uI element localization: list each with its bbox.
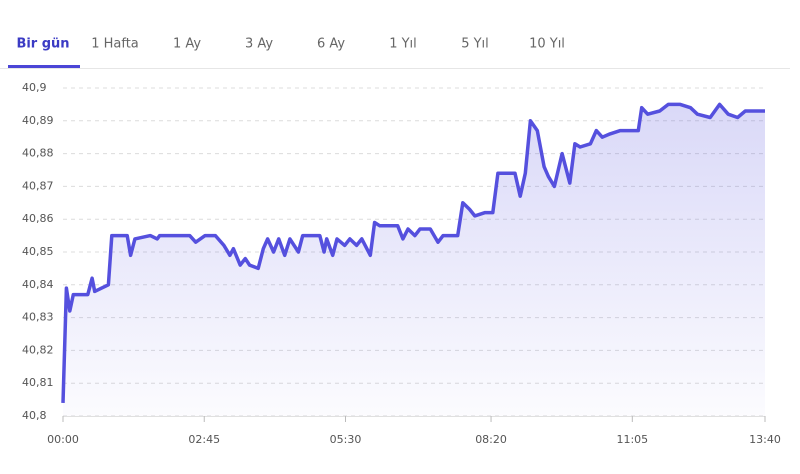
- x-tick-label: 11:05: [616, 433, 648, 446]
- y-tick-label: 40,86: [22, 212, 54, 225]
- line: [61, 102, 765, 403]
- active-tab-indicator: [8, 65, 80, 68]
- y-tick-label: 40,87: [22, 179, 54, 192]
- tab[interactable]: 1 Hafta: [91, 37, 139, 52]
- tab[interactable]: 1 Yıl: [389, 37, 417, 52]
- tab[interactable]: 6 Ay: [317, 37, 345, 52]
- y-tick-label: 40,89: [22, 114, 54, 127]
- tab[interactable]: Bir gün: [16, 37, 69, 52]
- x-tick-label: 13:40: [749, 433, 781, 446]
- y-tick-label: 40,9: [22, 81, 47, 94]
- tab[interactable]: 1 Ay: [173, 37, 201, 52]
- tab[interactable]: 5 Yıl: [461, 37, 489, 52]
- y-tick-label: 40,84: [22, 278, 54, 291]
- tab[interactable]: 3 Ay: [245, 37, 273, 52]
- x-tick-label: 00:00: [47, 433, 79, 446]
- area-fill: [63, 104, 765, 417]
- x-tick-label: 08:20: [475, 433, 507, 446]
- y-tick-label: 40,8: [22, 409, 47, 422]
- x-tick-label: 05:30: [330, 433, 362, 446]
- tab[interactable]: 10 Yıl: [529, 37, 565, 52]
- y-tick-label: 40,81: [22, 376, 54, 389]
- y-tick-label: 40,88: [22, 147, 54, 160]
- y-tick-label: 40,82: [22, 343, 54, 356]
- x-tick-label: 02:45: [188, 433, 220, 446]
- y-tick-label: 40,85: [22, 245, 54, 258]
- y-tick-label: 40,83: [22, 311, 54, 324]
